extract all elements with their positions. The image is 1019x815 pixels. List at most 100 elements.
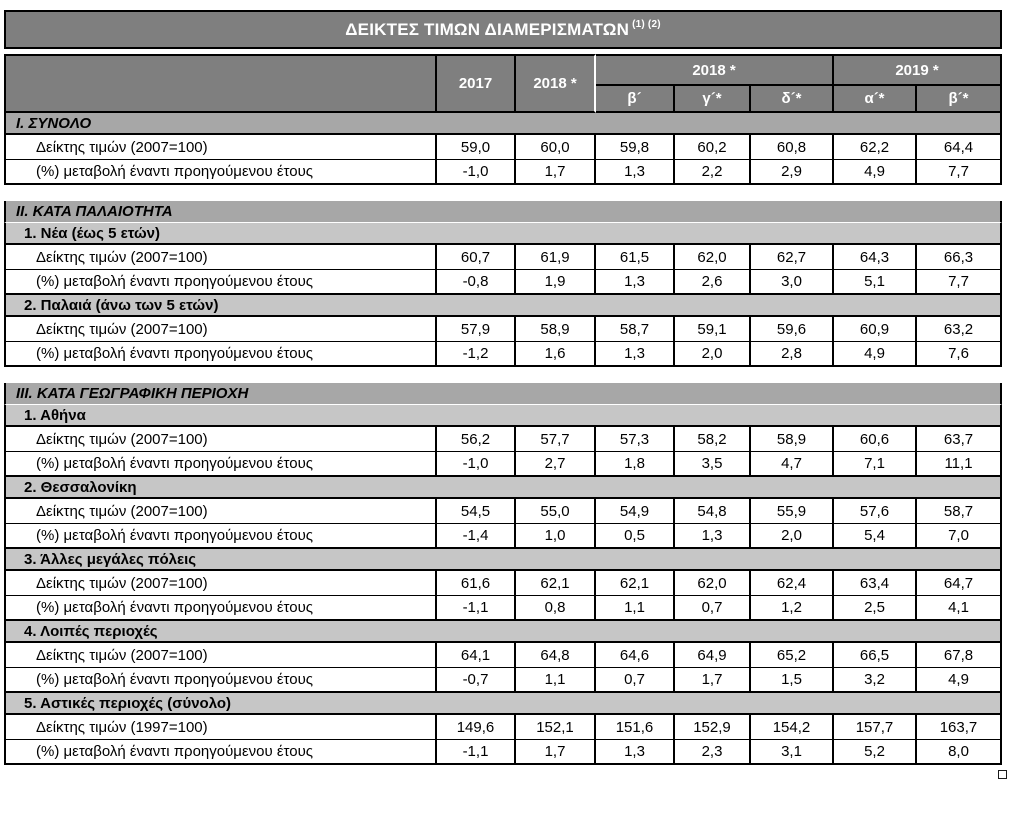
- value-cell: 1,7: [516, 740, 596, 765]
- subsection-heading: 4. Λοιπές περιοχές: [4, 621, 1002, 643]
- value-cell: 4,7: [751, 452, 834, 477]
- value-cell: -1,1: [437, 740, 516, 765]
- value-cell: 66,3: [917, 245, 1002, 270]
- gap-cell: [4, 185, 1002, 201]
- value-cell: 57,7: [516, 427, 596, 452]
- value-cell: 0,7: [675, 596, 751, 621]
- value-cell: 1,9: [516, 270, 596, 295]
- value-cell: 0,7: [596, 668, 675, 693]
- value-cell: 1,1: [596, 596, 675, 621]
- value-cell: 3,0: [751, 270, 834, 295]
- value-cell: 2,5: [834, 596, 917, 621]
- data-row: Δείκτης τιμών (2007=100) 64,1 64,8 64,6 64,9…: [4, 643, 1002, 668]
- price-index-table: 2017 2018 * 2018 * 2019 * β´ γ´* δ´* α´*…: [4, 54, 1002, 765]
- value-cell: 58,7: [596, 317, 675, 342]
- value-cell: -1,0: [437, 452, 516, 477]
- column-group-2018-quarters: 2018 *: [596, 54, 834, 86]
- value-cell: 152,9: [675, 715, 751, 740]
- value-cell: 62,0: [675, 245, 751, 270]
- value-cell: 0,8: [516, 596, 596, 621]
- row-label: Δείκτης τιμών (2007=100): [4, 245, 437, 270]
- value-cell: 0,5: [596, 524, 675, 549]
- column-header-2018-q2: β´: [596, 86, 675, 113]
- value-cell: 54,9: [596, 499, 675, 524]
- value-cell: 2,2: [675, 160, 751, 185]
- section-header-row: III. ΚΑΤΑ ΓΕΩΓΡΑΦΙΚΗ ΠΕΡΙΟΧΗ: [4, 383, 1002, 405]
- value-cell: 56,2: [437, 427, 516, 452]
- row-label: (%) μεταβολή έναντι προηγούμενου έτους: [4, 270, 437, 295]
- value-cell: 7,7: [917, 160, 1002, 185]
- value-cell: 59,0: [437, 135, 516, 160]
- object-anchor-square: [998, 770, 1007, 779]
- value-cell: 57,9: [437, 317, 516, 342]
- value-cell: 163,7: [917, 715, 1002, 740]
- value-cell: -0,7: [437, 668, 516, 693]
- table-title-bar: ΔΕΙΚΤΕΣ ΤΙΜΩΝ ΔΙΑΜΕΡΙΣΜΑΤΩΝ (1) (2): [4, 10, 1002, 49]
- subsection-header-row: 1. Νέα (έως 5 ετών): [4, 223, 1002, 245]
- value-cell: 4,9: [917, 668, 1002, 693]
- data-row: Δείκτης τιμών (2007=100) 54,5 55,0 54,9 54,8…: [4, 499, 1002, 524]
- value-cell: 1,6: [516, 342, 596, 367]
- value-cell: 2,3: [675, 740, 751, 765]
- section-header-row: I. ΣΥΝΟΛΟ: [4, 113, 1002, 135]
- value-cell: 60,9: [834, 317, 917, 342]
- value-cell: 2,7: [516, 452, 596, 477]
- value-cell: 63,7: [917, 427, 1002, 452]
- value-cell: 58,7: [917, 499, 1002, 524]
- value-cell: 7,1: [834, 452, 917, 477]
- value-cell: 60,8: [751, 135, 834, 160]
- data-row: (%) μεταβολή έναντι προηγούμενου έτους -1…: [4, 452, 1002, 477]
- column-header-2018-q3: γ´*: [675, 86, 751, 113]
- subsection-heading: 2. Θεσσαλονίκη: [4, 477, 1002, 499]
- value-cell: 57,3: [596, 427, 675, 452]
- row-label: (%) μεταβολή έναντι προηγούμενου έτους: [4, 342, 437, 367]
- row-label: (%) μεταβολή έναντι προηγούμενου έτους: [4, 524, 437, 549]
- header-row-years: 2017 2018 * 2018 * 2019 *: [4, 54, 1002, 113]
- value-cell: 59,1: [675, 317, 751, 342]
- table-title-footnote-refs: (1) (2): [632, 19, 661, 30]
- value-cell: 64,1: [437, 643, 516, 668]
- value-cell: 62,1: [516, 571, 596, 596]
- value-cell: 62,0: [675, 571, 751, 596]
- subsection-heading: 3. Άλλες μεγάλες πόλεις: [4, 549, 1002, 571]
- value-cell: 64,4: [917, 135, 1002, 160]
- data-row: Δείκτης τιμών (2007=100) 59,0 60,0 59,8 60,2…: [4, 135, 1002, 160]
- value-cell: 2,9: [751, 160, 834, 185]
- subsection-header-row: 3. Άλλες μεγάλες πόλεις: [4, 549, 1002, 571]
- value-cell: 1,8: [596, 452, 675, 477]
- value-cell: 64,3: [834, 245, 917, 270]
- value-cell: 63,2: [917, 317, 1002, 342]
- value-cell: -0,8: [437, 270, 516, 295]
- value-cell: 64,6: [596, 643, 675, 668]
- gap-cell: [4, 367, 1002, 383]
- data-row: (%) μεταβολή έναντι προηγούμενου έτους -1…: [4, 160, 1002, 185]
- value-cell: 1,3: [596, 270, 675, 295]
- value-cell: 8,0: [917, 740, 1002, 765]
- section-header-row: II. ΚΑΤΑ ΠΑΛΑΙΟΤΗΤΑ: [4, 201, 1002, 223]
- value-cell: 1,1: [516, 668, 596, 693]
- header-row-quarters: β´ γ´* δ´* α´* β´*: [4, 86, 1002, 113]
- subsection-heading: 2. Παλαιά (άνω των 5 ετών): [4, 295, 1002, 317]
- value-cell: 60,7: [437, 245, 516, 270]
- value-cell: -1,4: [437, 524, 516, 549]
- data-row: (%) μεταβολή έναντι προηγούμενου έτους -1…: [4, 524, 1002, 549]
- value-cell: 152,1: [516, 715, 596, 740]
- value-cell: 2,6: [675, 270, 751, 295]
- subsection-heading: 5. Αστικές περιοχές (σύνολο): [4, 693, 1002, 715]
- value-cell: -1,0: [437, 160, 516, 185]
- value-cell: 61,6: [437, 571, 516, 596]
- column-header-2018-annual: 2018 *: [516, 54, 596, 113]
- data-row: (%) μεταβολή έναντι προηγούμενου έτους -1…: [4, 342, 1002, 367]
- value-cell: 154,2: [751, 715, 834, 740]
- value-cell: 1,0: [516, 524, 596, 549]
- value-cell: 1,7: [516, 160, 596, 185]
- value-cell: 151,6: [596, 715, 675, 740]
- row-label: Δείκτης τιμών (1997=100): [4, 715, 437, 740]
- value-cell: 59,6: [751, 317, 834, 342]
- value-cell: 5,2: [834, 740, 917, 765]
- subsection-header-row: 1. Αθήνα: [4, 405, 1002, 427]
- row-label: (%) μεταβολή έναντι προηγούμενου έτους: [4, 740, 437, 765]
- subsection-header-row: 2. Θεσσαλονίκη: [4, 477, 1002, 499]
- subsection-heading: 1. Νέα (έως 5 ετών): [4, 223, 1002, 245]
- value-cell: 58,9: [751, 427, 834, 452]
